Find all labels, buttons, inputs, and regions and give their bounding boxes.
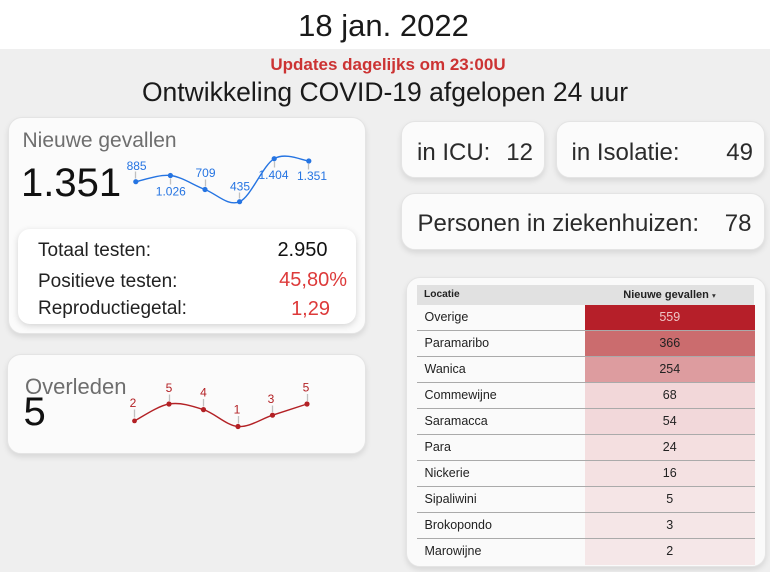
svg-text:709: 709: [195, 166, 215, 180]
svg-text:5: 5: [166, 381, 173, 395]
svg-text:1: 1: [234, 403, 241, 417]
svg-text:5: 5: [303, 381, 310, 395]
svg-text:435: 435: [230, 180, 250, 194]
svg-text:3: 3: [268, 392, 275, 406]
svg-text:1.404: 1.404: [258, 168, 288, 182]
svg-text:4: 4: [200, 386, 207, 400]
svg-text:2: 2: [130, 396, 137, 410]
svg-text:1.351: 1.351: [297, 169, 327, 183]
svg-text:885: 885: [127, 159, 147, 173]
svg-text:1.026: 1.026: [156, 185, 186, 199]
